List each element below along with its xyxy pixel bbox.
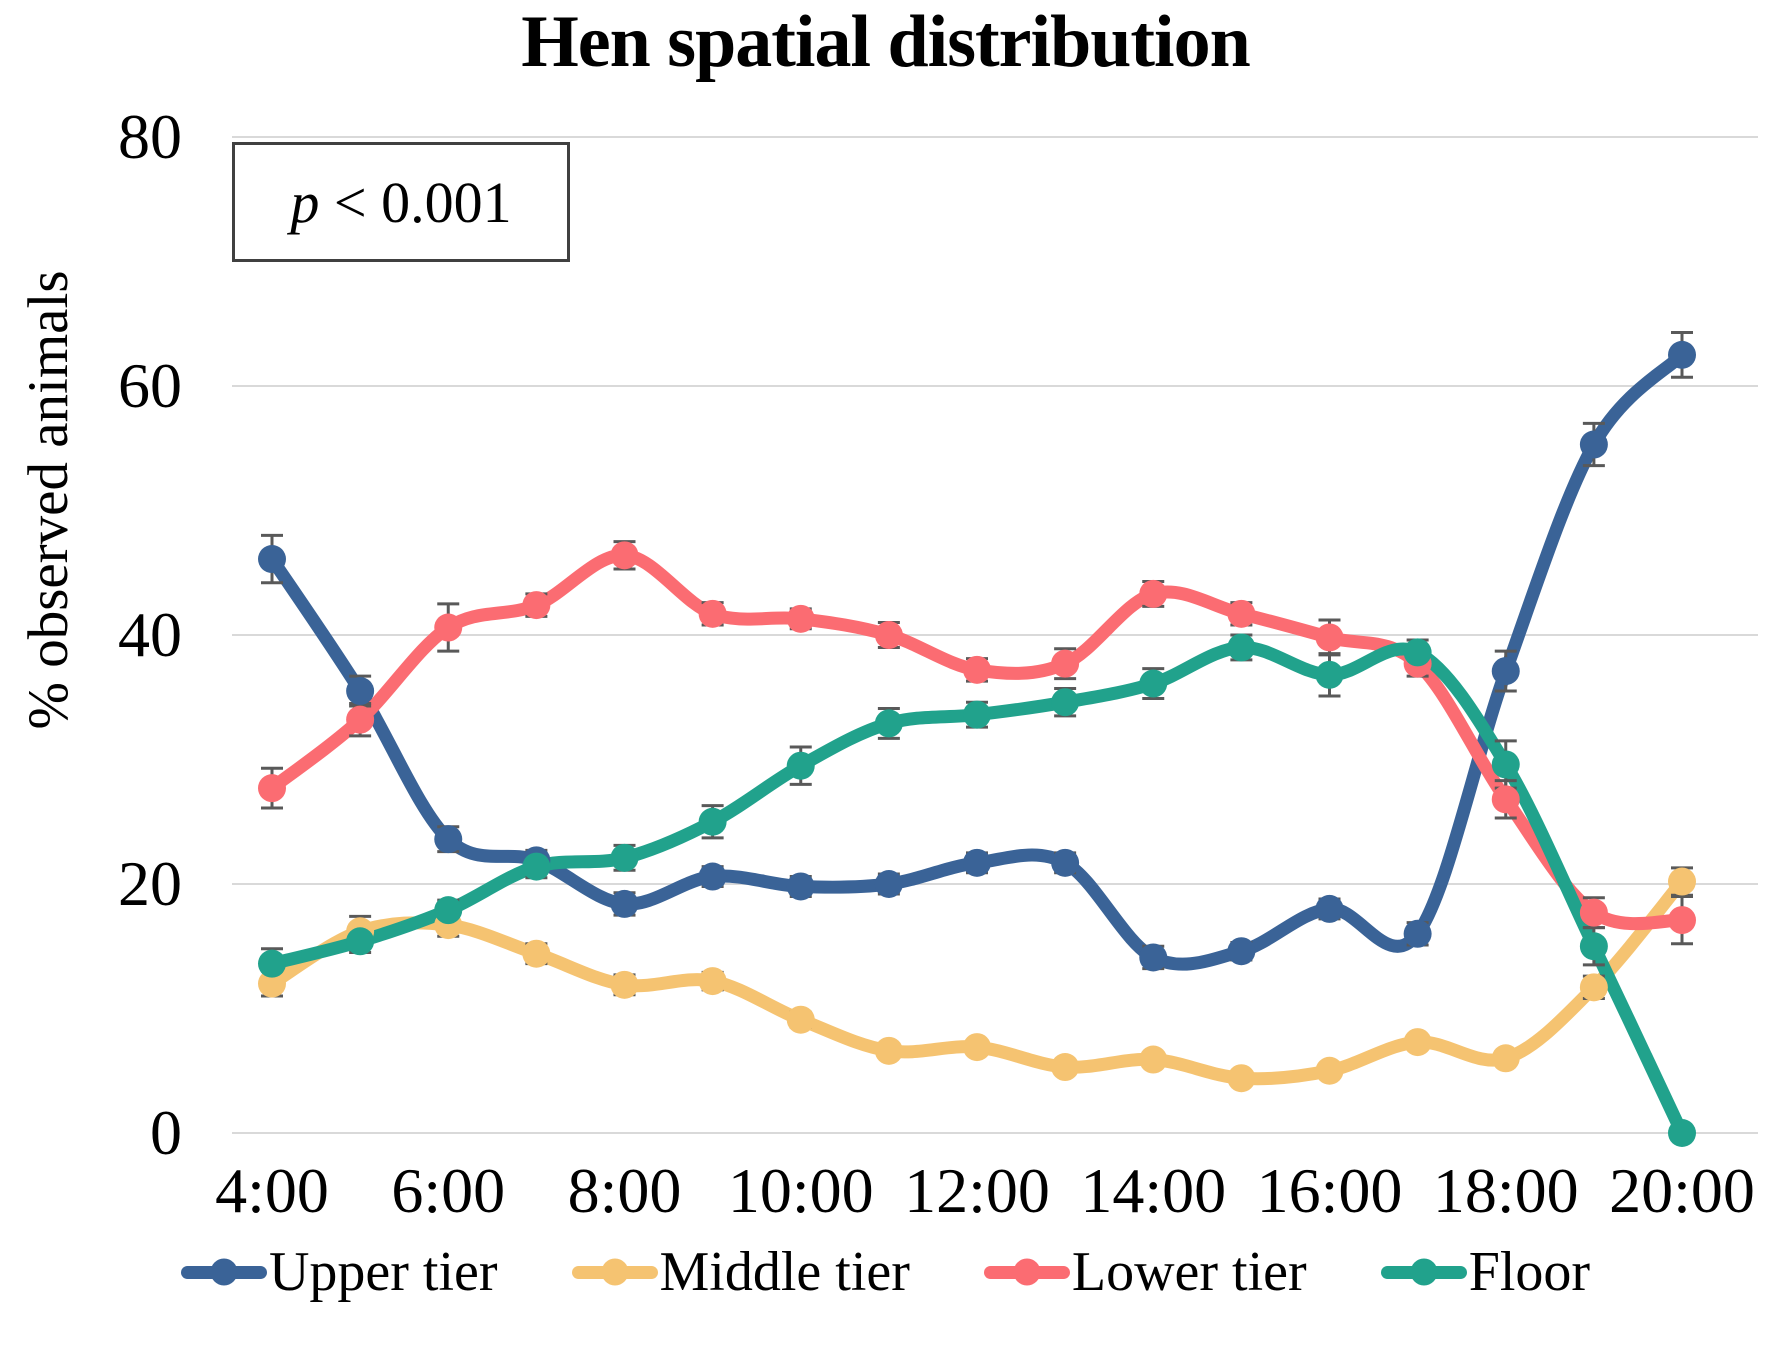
data-point-upper-tier (1227, 937, 1256, 966)
legend-item-floor: Floor (1380, 1240, 1591, 1304)
data-point-middle-tier (1579, 973, 1608, 1002)
data-point-floor (1051, 688, 1080, 717)
data-point-floor (963, 700, 991, 729)
legend-label: Middle tier (659, 1241, 910, 1303)
data-point-middle-tier (1668, 867, 1696, 896)
x-tick-label: 18:00 (1432, 1155, 1579, 1226)
legend-label: Floor (1468, 1241, 1591, 1303)
x-tick-label: 6:00 (391, 1155, 506, 1226)
data-point-lower-tier (874, 621, 903, 649)
y-tick-label: 0 (150, 1097, 182, 1168)
data-point-floor (610, 843, 639, 872)
x-tick-label: 10:00 (727, 1155, 874, 1226)
x-tick-label: 12:00 (904, 1155, 1050, 1226)
x-tick-label: 4:00 (215, 1155, 329, 1226)
data-point-upper-tier (1403, 919, 1432, 948)
data-point-upper-tier (1051, 848, 1080, 877)
data-point-floor (258, 949, 286, 978)
data-point-upper-tier (1579, 430, 1608, 459)
data-point-floor (522, 852, 551, 881)
data-point-lower-tier (1139, 579, 1168, 608)
data-point-lower-tier (610, 541, 639, 570)
y-tick-label: 80 (118, 101, 182, 172)
data-point-lower-tier (963, 655, 991, 684)
legend-item-lower-tier: Lower tier (983, 1240, 1307, 1304)
data-point-lower-tier (522, 591, 551, 620)
data-point-lower-tier (1051, 649, 1080, 678)
data-point-upper-tier (346, 677, 375, 706)
data-point-middle-tier (1491, 1044, 1520, 1073)
data-point-middle-tier (258, 969, 286, 998)
data-point-floor (1668, 1119, 1696, 1147)
data-point-lower-tier (258, 774, 286, 803)
data-point-floor (1139, 669, 1168, 698)
data-point-lower-tier (1227, 599, 1256, 628)
y-tick-label: 60 (118, 350, 182, 421)
data-point-middle-tier (963, 1033, 991, 1062)
chart-title: Hen spatial distribution (521, 1, 1251, 83)
data-point-middle-tier (1227, 1064, 1256, 1093)
data-point-floor (434, 896, 463, 925)
data-point-middle-tier (1139, 1045, 1168, 1074)
data-point-lower-tier (1491, 785, 1520, 814)
data-point-floor (698, 807, 727, 836)
data-point-upper-tier (434, 825, 463, 854)
data-point-floor (1227, 633, 1256, 662)
data-point-lower-tier (434, 613, 463, 642)
data-point-middle-tier (1315, 1056, 1344, 1085)
x-tick-label: 14:00 (1080, 1155, 1227, 1226)
data-point-middle-tier (522, 939, 551, 968)
data-point-floor (1315, 660, 1344, 689)
data-point-upper-tier (698, 862, 727, 891)
data-point-lower-tier (1579, 898, 1608, 927)
legend-item-upper-tier: Upper tier (180, 1240, 498, 1304)
data-point-floor (874, 709, 903, 738)
data-point-floor (786, 751, 815, 780)
data-point-middle-tier (786, 1005, 815, 1034)
data-point-middle-tier (610, 970, 639, 999)
p-value-text: < 0.001 (319, 169, 512, 235)
data-point-upper-tier (786, 872, 815, 901)
data-point-lower-tier (786, 604, 815, 633)
data-point-upper-tier (1668, 340, 1696, 369)
data-point-floor (1403, 638, 1432, 667)
legend-marker-icon (983, 1265, 1070, 1279)
legend-label: Lower tier (1071, 1241, 1307, 1303)
data-point-upper-tier (874, 870, 903, 898)
data-point-lower-tier (346, 705, 375, 734)
data-point-middle-tier (1403, 1028, 1432, 1057)
x-tick-label: 8:00 (567, 1155, 682, 1226)
p-value-symbol: p (290, 169, 320, 235)
data-point-upper-tier (963, 848, 991, 877)
data-point-middle-tier (698, 967, 727, 996)
data-point-lower-tier (1315, 623, 1344, 652)
legend-marker-icon (571, 1265, 658, 1279)
data-point-upper-tier (1315, 894, 1344, 923)
x-tick-label: 20:00 (1609, 1155, 1755, 1226)
data-point-floor (1579, 932, 1608, 961)
p-value-annotation-box: p < 0.001 (232, 142, 570, 262)
data-point-upper-tier (610, 889, 639, 918)
data-point-middle-tier (1051, 1053, 1080, 1082)
data-point-upper-tier (1491, 657, 1520, 686)
data-point-lower-tier (698, 599, 727, 628)
x-tick-label: 16:00 (1256, 1155, 1403, 1226)
y-tick-label: 40 (118, 599, 182, 670)
legend-marker-icon (1380, 1265, 1467, 1279)
legend-label: Upper tier (268, 1241, 498, 1303)
legend-item-middle-tier: Middle tier (571, 1240, 910, 1304)
legend-marker-icon (180, 1265, 267, 1279)
chart-legend: Upper tier Middle tier Lower tier Floor (0, 1240, 1771, 1304)
data-point-floor (1491, 750, 1520, 779)
data-point-lower-tier (1668, 906, 1696, 935)
data-point-middle-tier (874, 1036, 903, 1065)
y-tick-label: 20 (118, 848, 182, 919)
data-point-upper-tier (258, 545, 286, 574)
data-point-floor (346, 927, 375, 956)
data-point-upper-tier (1139, 943, 1168, 972)
